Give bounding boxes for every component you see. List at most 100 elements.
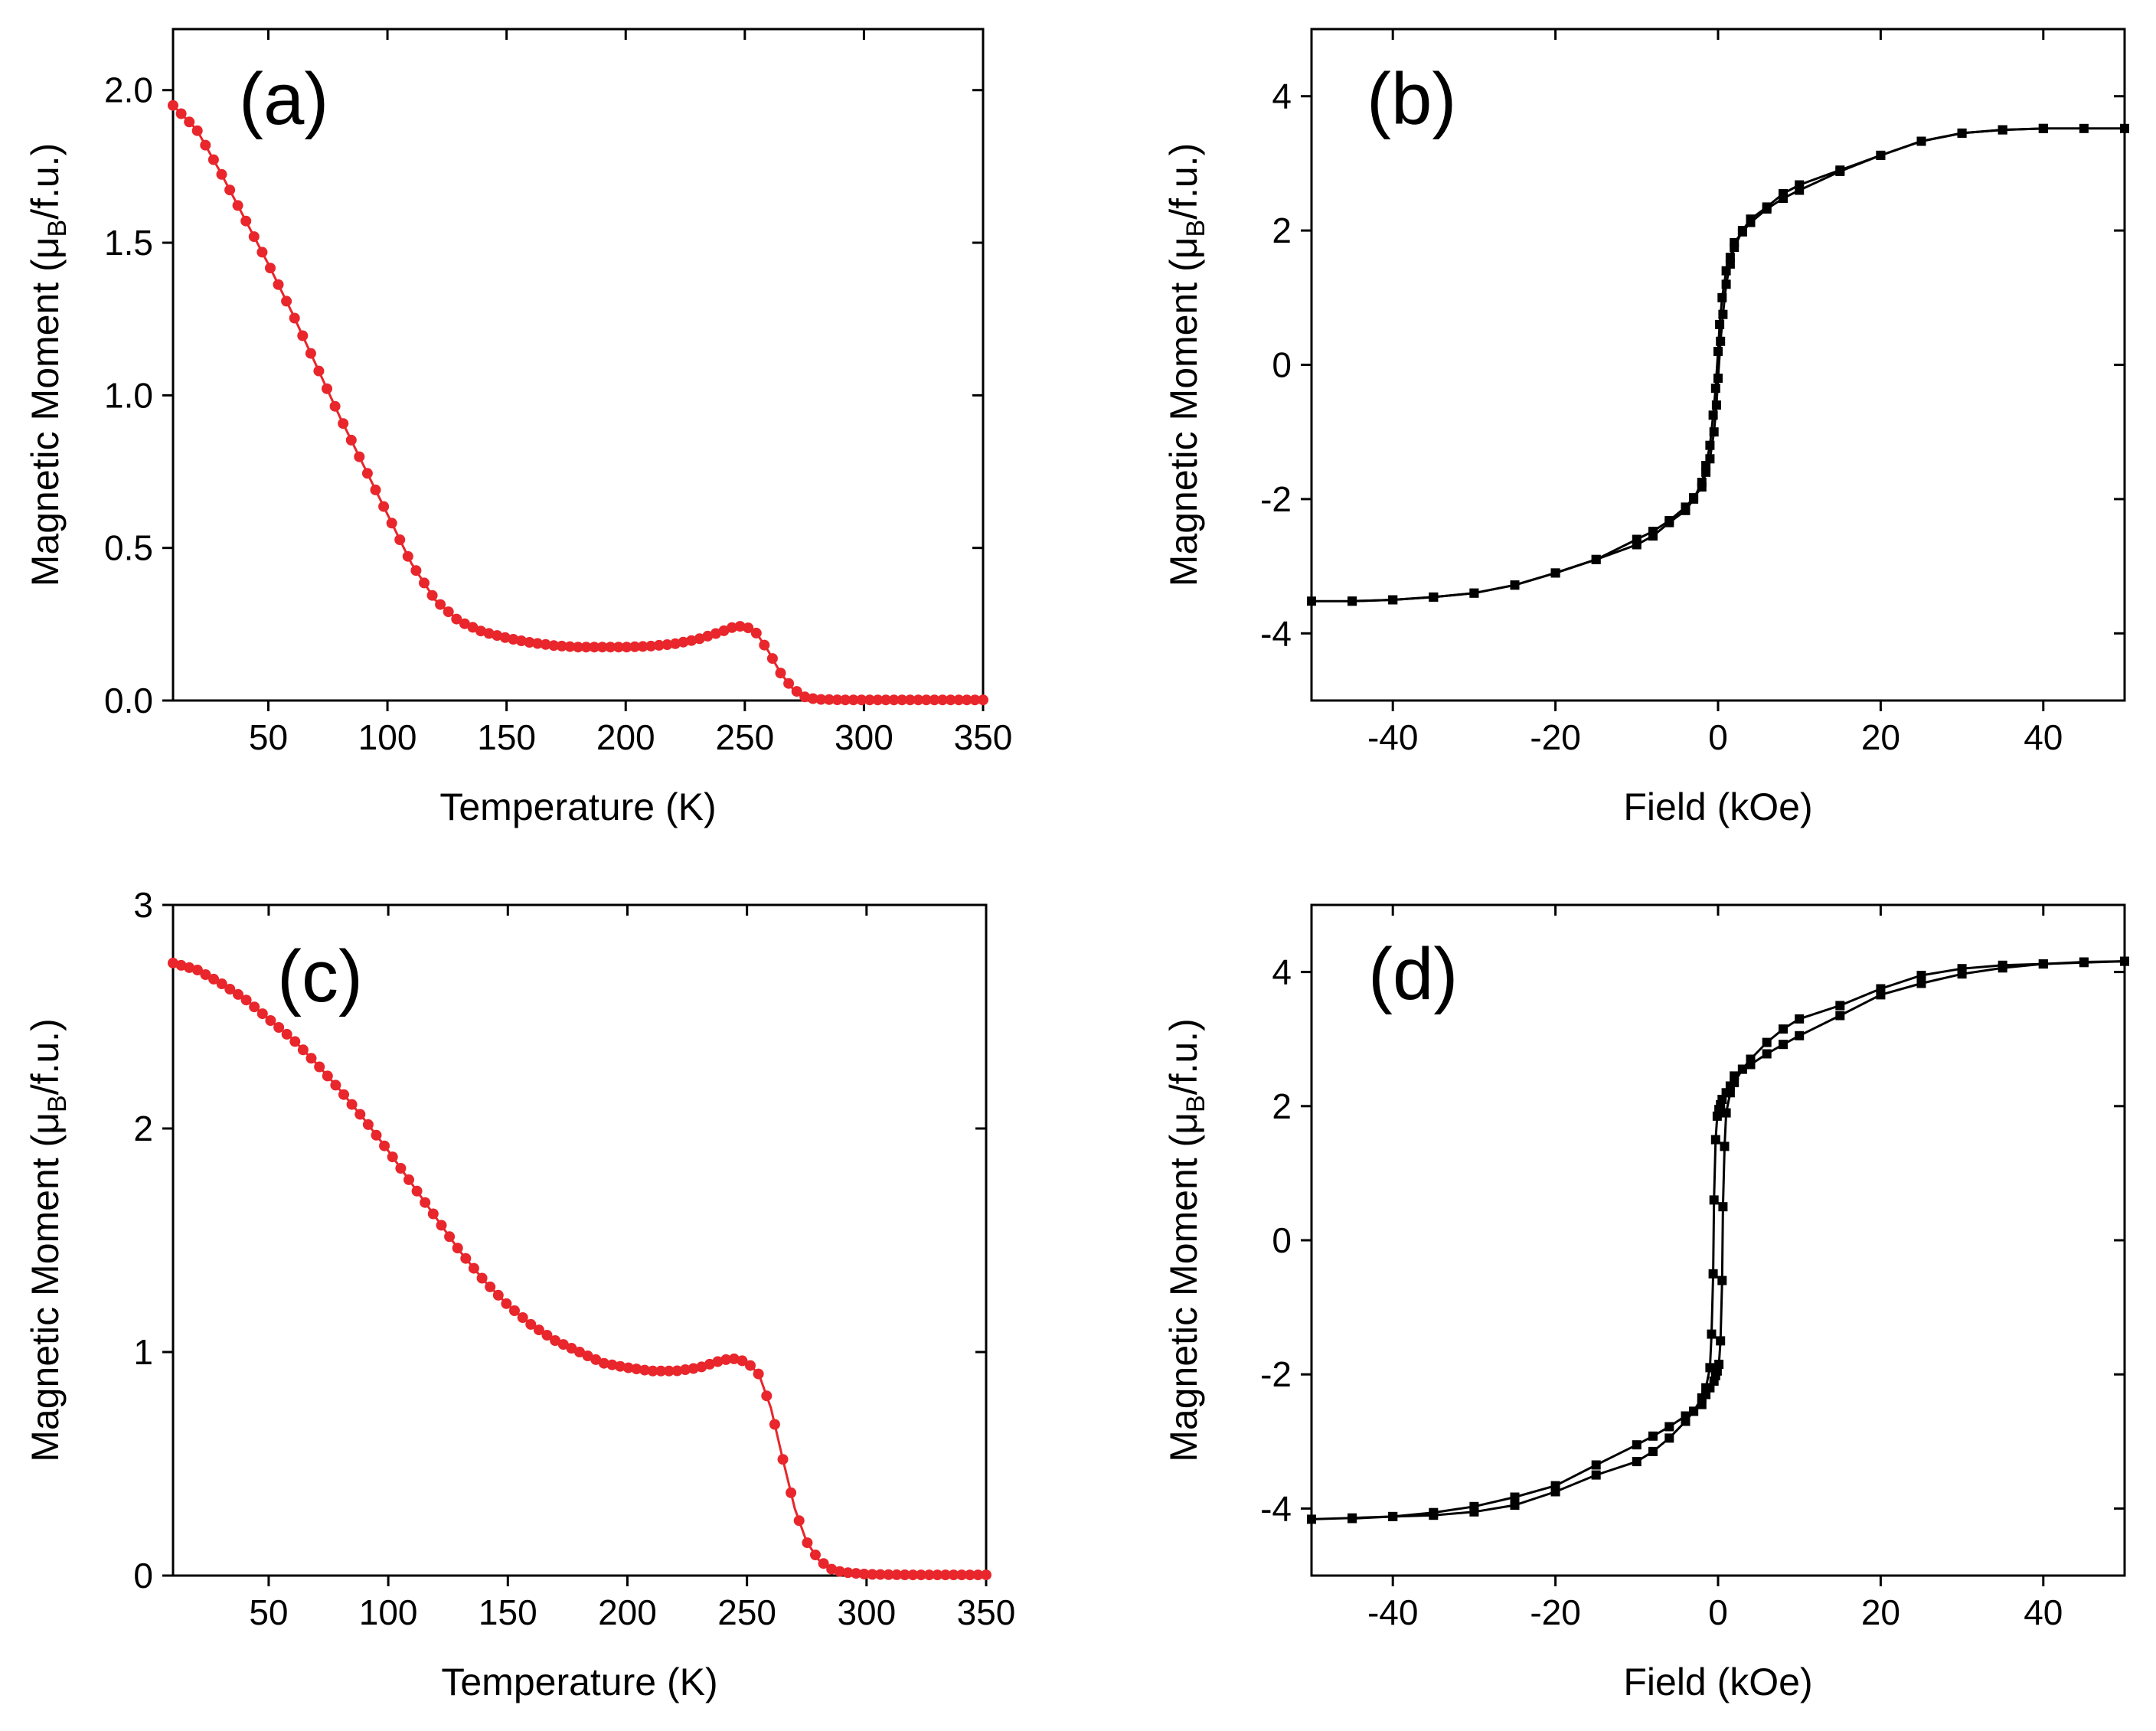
- data-point: [956, 1569, 968, 1581]
- series-line: [1312, 127, 2043, 603]
- data-point: [232, 200, 243, 211]
- data-point: [769, 1419, 780, 1430]
- y-axis-title-unit: /f.u.): [1162, 143, 1205, 220]
- data-point: [1708, 1269, 1718, 1279]
- data-point: [783, 678, 795, 689]
- data-point: [663, 1365, 675, 1377]
- data-point: [1725, 259, 1735, 269]
- data-point: [273, 279, 284, 290]
- data-point: [541, 1330, 553, 1341]
- x-tick-label: 200: [598, 1592, 657, 1632]
- series-line: [172, 104, 983, 701]
- data-point: [842, 1567, 854, 1579]
- data-point: [840, 694, 851, 706]
- data-point: [1725, 1088, 1735, 1098]
- data-point: [1779, 188, 1788, 198]
- data-point: [1632, 1457, 1642, 1467]
- data-point: [704, 1358, 715, 1370]
- data-point: [492, 1289, 504, 1301]
- data-point: [297, 330, 309, 341]
- data-point: [175, 108, 187, 119]
- data-point: [1632, 1440, 1642, 1450]
- data-point: [1835, 165, 1845, 175]
- panel-label: (d): [1368, 933, 1458, 1015]
- data-series: [1307, 956, 2129, 1524]
- data-point: [517, 1312, 528, 1323]
- data-point: [184, 962, 195, 973]
- data-point: [200, 969, 211, 980]
- data-point: [338, 1089, 349, 1100]
- data-point: [1795, 1014, 1805, 1024]
- data-point: [248, 231, 260, 243]
- data-point: [1307, 596, 1316, 606]
- y-axis-title-unit: /f.u.): [24, 1018, 67, 1095]
- y-tick-label: 0: [1272, 345, 1292, 385]
- data-point: [2079, 123, 2089, 133]
- y-axis-title-unit: /f.u.): [24, 143, 67, 220]
- data-point: [394, 534, 406, 545]
- data-point: [346, 1099, 358, 1110]
- y-axis-title-subscript: B: [1181, 220, 1210, 237]
- data-point: [1998, 125, 2007, 135]
- data-point: [880, 694, 891, 706]
- y-tick-label: -2: [1260, 479, 1292, 519]
- data-point: [175, 959, 187, 971]
- data-point: [939, 1569, 951, 1581]
- data-point: [702, 630, 714, 642]
- data-point: [1762, 202, 1772, 212]
- series-line: [1311, 960, 2125, 1520]
- data-point: [2038, 959, 2048, 969]
- data-point: [330, 1079, 341, 1091]
- data-point: [540, 639, 551, 650]
- data-point: [1429, 592, 1439, 602]
- data-point: [533, 1324, 544, 1336]
- data-point: [1721, 279, 1731, 289]
- data-point: [435, 599, 446, 610]
- data-point: [775, 668, 786, 679]
- data-point: [647, 1365, 658, 1377]
- data-point: [1689, 1406, 1699, 1416]
- data-point: [904, 694, 916, 706]
- data-point: [371, 1129, 382, 1141]
- y-tick-label: 1.5: [104, 223, 153, 263]
- data-point: [468, 1262, 479, 1274]
- data-point: [969, 694, 981, 706]
- ticks: [1301, 29, 2125, 711]
- series-line: [172, 962, 986, 1576]
- data-point: [605, 642, 616, 653]
- data-point: [1916, 978, 1926, 988]
- data-point: [589, 642, 600, 653]
- data-point: [1712, 1111, 1722, 1121]
- data-point: [1469, 1501, 1479, 1511]
- data-point: [2079, 958, 2089, 968]
- data-point: [1779, 1024, 1788, 1034]
- x-tick-label: 350: [954, 717, 1013, 757]
- y-axis-title-subscript: B: [43, 1095, 72, 1112]
- data-point: [550, 1335, 561, 1346]
- data-point: [573, 642, 583, 653]
- data-series: [1307, 123, 2129, 606]
- data-point: [1876, 984, 1886, 994]
- data-point: [793, 1515, 805, 1527]
- y-tick-label: -4: [1260, 1488, 1292, 1528]
- x-tick-label: 150: [479, 1592, 537, 1632]
- data-point: [233, 988, 243, 1000]
- y-tick-label: 0.5: [104, 528, 153, 568]
- data-point: [750, 627, 762, 639]
- data-point: [240, 995, 252, 1006]
- series-line: [1352, 127, 2125, 603]
- data-series: [168, 957, 991, 1581]
- data-point: [964, 1569, 975, 1581]
- x-axis-title: Field (kOe): [1623, 1661, 1812, 1703]
- x-axis-title: Temperature (K): [439, 785, 716, 828]
- data-point: [509, 1305, 520, 1316]
- data-point: [1718, 1202, 1728, 1212]
- data-point: [907, 1569, 919, 1581]
- data-point: [883, 1569, 894, 1580]
- data-point: [1591, 554, 1601, 564]
- data-point: [680, 1364, 691, 1375]
- data-point: [224, 984, 236, 995]
- data-point: [688, 1363, 699, 1374]
- data-point: [851, 1568, 862, 1579]
